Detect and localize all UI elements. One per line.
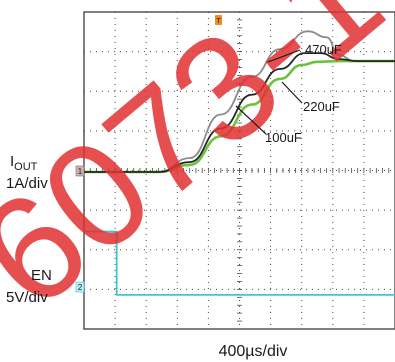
callout-leader-100uf — [235, 105, 267, 135]
ch1-marker-icon — [75, 165, 85, 177]
iout-label: IOUT — [10, 153, 38, 173]
traces — [83, 30, 395, 296]
trace-220uf — [83, 52, 395, 173]
time-scale-label: 400µs/div — [219, 343, 288, 360]
trigger-marker-icon — [215, 15, 222, 25]
callout-label-470uf: 470uF — [305, 42, 342, 57]
ch2-marker-label: 2 — [78, 283, 83, 292]
trace-en — [84, 230, 395, 296]
ch2-marker-icon — [75, 281, 85, 293]
en-label: EN — [31, 267, 52, 284]
iout-scale-label: 1A/div — [6, 175, 48, 192]
en-scale-label: 5V/div — [6, 289, 48, 306]
callout-leader-220uf — [281, 81, 303, 104]
callout-leader-470uf — [267, 49, 301, 63]
graticule — [83, 11, 395, 330]
trigger-marker-label: T — [216, 18, 221, 25]
callout-label-100uf: 100uF — [265, 130, 302, 145]
series-callouts: 470uF 220uF 100uF — [235, 42, 342, 145]
ch1-marker-label: 1 — [78, 167, 83, 176]
callout-label-220uf: 220uF — [303, 99, 340, 114]
